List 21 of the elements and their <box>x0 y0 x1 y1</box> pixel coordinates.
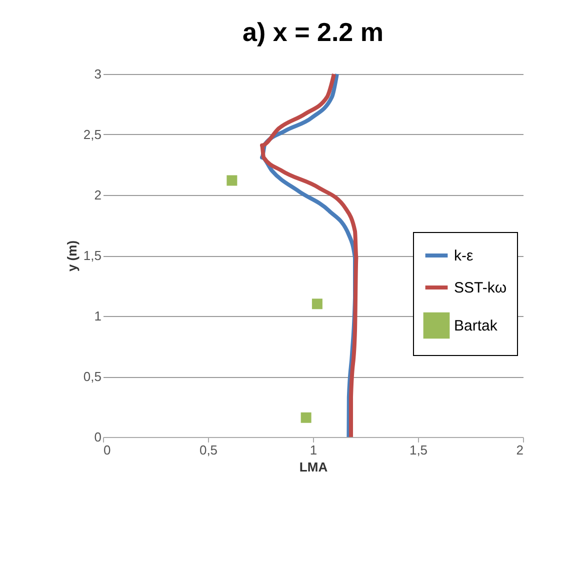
y-axis-title: y (m) <box>64 240 80 272</box>
x-tick-label: 1 <box>310 442 318 458</box>
x-axis-title: LMA <box>299 460 328 474</box>
point <box>226 175 238 186</box>
legend-label: Bartak <box>454 318 498 334</box>
y-tick-label: 0,5 <box>83 369 102 384</box>
x-tick-label: 2 <box>516 442 524 458</box>
x-tick-label: 0 <box>104 442 111 458</box>
y-tick-label: 1 <box>94 308 102 324</box>
point <box>312 298 322 310</box>
legend-label: SST-kω <box>454 280 507 296</box>
y-tick-label: 2,5 <box>83 127 102 142</box>
point <box>300 412 312 423</box>
y-tick-label: 2 <box>94 188 102 202</box>
y-tick-label: 0 <box>94 430 102 444</box>
chart-title: a) x = 2.2 m <box>242 17 384 47</box>
x-tick-label: 1,5 <box>409 442 428 458</box>
x-tick-label: 0,5 <box>199 442 218 458</box>
y-tick-label: 1,5 <box>83 248 102 263</box>
y-tick-label: 3 <box>94 66 102 82</box>
legend-label: k-ε <box>454 248 474 264</box>
